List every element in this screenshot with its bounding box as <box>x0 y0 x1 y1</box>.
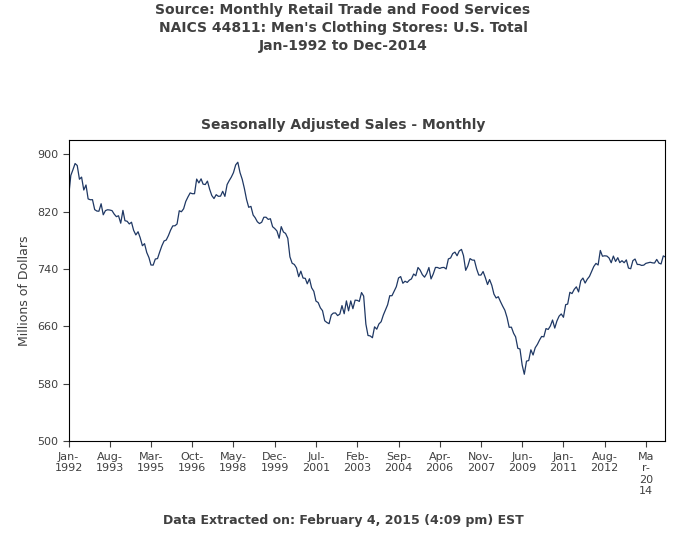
Text: Data Extracted on: February 4, 2015 (4:09 pm) EST: Data Extracted on: February 4, 2015 (4:0… <box>163 514 523 527</box>
Text: Seasonally Adjusted Sales - Monthly: Seasonally Adjusted Sales - Monthly <box>201 118 485 132</box>
Y-axis label: Millions of Dollars: Millions of Dollars <box>19 235 32 346</box>
Text: Source: Monthly Retail Trade and Food Services
NAICS 44811: Men's Clothing Store: Source: Monthly Retail Trade and Food Se… <box>156 3 530 53</box>
